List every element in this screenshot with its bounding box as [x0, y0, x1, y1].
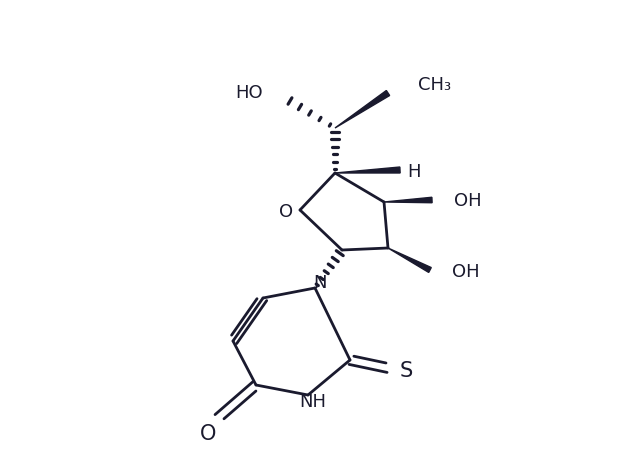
Polygon shape: [335, 91, 390, 128]
Text: OH: OH: [452, 263, 479, 281]
Text: OH: OH: [454, 192, 482, 210]
Polygon shape: [335, 167, 400, 173]
Text: NH: NH: [300, 393, 326, 411]
Text: O: O: [200, 424, 216, 444]
Polygon shape: [388, 248, 431, 273]
Text: S: S: [399, 361, 413, 381]
Text: N: N: [313, 274, 327, 292]
Text: O: O: [279, 203, 293, 221]
Text: H: H: [407, 163, 420, 181]
Text: CH₃: CH₃: [418, 76, 451, 94]
Text: HO: HO: [236, 84, 263, 102]
Polygon shape: [384, 197, 432, 203]
